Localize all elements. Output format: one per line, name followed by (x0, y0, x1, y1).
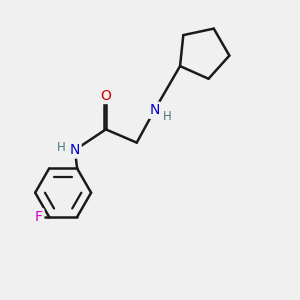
Text: N: N (149, 103, 160, 117)
Text: H: H (162, 110, 171, 123)
Text: N: N (70, 143, 80, 157)
Text: H: H (57, 141, 66, 154)
Text: O: O (100, 88, 111, 103)
Text: F: F (35, 210, 43, 224)
